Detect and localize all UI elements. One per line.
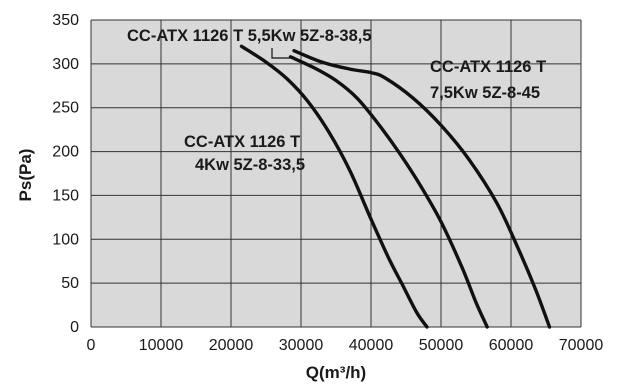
x-tick-label: 10000 — [139, 337, 184, 354]
label-series-5-5kw: CC-ATX 1126 T 5,5Kw 5Z-8-38,5 — [127, 27, 372, 45]
series-line-2 — [292, 49, 552, 329]
x-axis-title: Q(m³/h) — [306, 363, 366, 382]
series-line-1 — [288, 55, 489, 329]
label-series-7-5kw-line2: 7,5Kw 5Z-8-45 — [430, 84, 540, 102]
y-tick-label: 350 — [52, 12, 79, 29]
x-tick-label: 60000 — [489, 337, 534, 354]
label-series-4kw-line2: 4Kw 5Z-8-33,5 — [195, 156, 305, 174]
x-tick-label: 30000 — [279, 337, 324, 354]
y-tick-label: 200 — [52, 144, 79, 161]
plot-area — [91, 20, 581, 327]
x-tick-label: 40000 — [349, 337, 394, 354]
label-series-7-5kw-line1: CC-ATX 1126 T — [430, 58, 546, 76]
y-tick-label: 50 — [61, 275, 79, 292]
x-tick-label: 50000 — [419, 337, 464, 354]
series-line-0 — [239, 44, 429, 329]
y-tick-label: 150 — [52, 187, 79, 204]
x-tick-labels: 0 10000 20000 30000 40000 50000 60000 70000 — [87, 337, 604, 354]
x-tick-label: 0 — [87, 337, 96, 354]
grid-layer — [90, 19, 582, 328]
y-tick-label: 300 — [52, 56, 79, 73]
x-tick-label: 70000 — [559, 337, 604, 354]
y-axis-title: Ps(Pa) — [16, 149, 35, 202]
y-tick-label: 0 — [70, 319, 79, 336]
x-tick-label: 20000 — [209, 337, 254, 354]
series-layer — [239, 44, 552, 329]
y-tick-labels: 0 50 100 150 200 250 300 350 — [52, 12, 79, 336]
y-tick-label: 100 — [52, 231, 79, 248]
leader-line-5-5kw — [271, 48, 290, 59]
label-series-4kw-line1: CC-ATX 1126 T — [184, 133, 300, 151]
y-tick-label: 250 — [52, 100, 79, 117]
